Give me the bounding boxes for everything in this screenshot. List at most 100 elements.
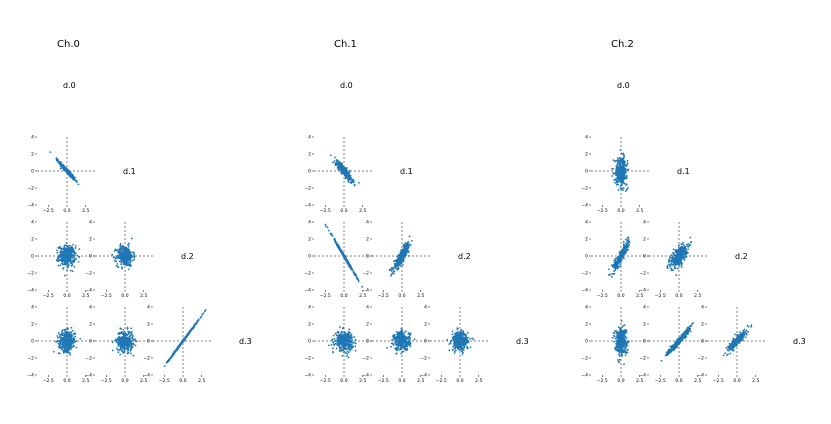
data-point [113, 260, 116, 262]
data-point [338, 339, 340, 342]
data-point [130, 327, 133, 330]
x-tick-label: −2.5 [101, 378, 112, 384]
data-point [343, 330, 346, 333]
data-point [64, 330, 67, 333]
data-point [181, 340, 184, 343]
data-point [57, 264, 60, 267]
data-point [67, 347, 70, 350]
data-point [622, 170, 624, 173]
data-point [616, 164, 619, 166]
data-point [401, 345, 404, 347]
y-tick-label: −4 [581, 203, 588, 209]
data-point [67, 266, 69, 269]
x-tick-label: 0.0 [340, 378, 347, 384]
data-point [332, 351, 335, 354]
y-tick-label: 0 [147, 339, 150, 345]
data-point [59, 264, 62, 267]
data-point [450, 339, 453, 342]
data-point [70, 346, 73, 349]
data-point [69, 269, 72, 272]
data-point [71, 247, 74, 249]
x-tick-label: −2.5 [43, 378, 54, 384]
data-point [132, 335, 134, 337]
data-point [335, 159, 338, 162]
data-point [66, 172, 69, 175]
data-point [117, 351, 120, 354]
data-point [335, 334, 338, 337]
data-point [132, 354, 135, 357]
x-tick-label: 0.0 [617, 208, 624, 214]
data-point [58, 352, 61, 355]
y-tick-label: 2 [89, 322, 92, 328]
data-point [69, 174, 72, 177]
data-point [68, 339, 71, 342]
data-point [611, 175, 614, 177]
x-tick-label: −2.5 [43, 293, 54, 299]
data-point [122, 249, 125, 251]
data-point [400, 255, 403, 258]
data-point [340, 172, 343, 175]
data-point [127, 245, 130, 248]
data-point [622, 187, 625, 189]
data-point [75, 257, 77, 260]
data-point [59, 251, 62, 254]
scatter-points [163, 309, 207, 367]
data-point [116, 341, 118, 344]
data-point [330, 343, 333, 346]
data-point [622, 181, 625, 184]
y-tick-label: −4 [304, 373, 311, 379]
data-point [393, 336, 395, 339]
data-point [64, 328, 67, 331]
data-point [344, 348, 347, 351]
data-point [120, 346, 123, 349]
data-point [403, 251, 405, 254]
data-point [627, 187, 629, 189]
data-point [337, 336, 340, 339]
scatter-points [49, 151, 80, 186]
data-point [350, 337, 353, 340]
data-point [117, 257, 120, 260]
data-point [472, 338, 475, 341]
data-point [61, 167, 64, 170]
data-point [620, 165, 623, 168]
x-tick-label: 0.0 [121, 378, 128, 384]
data-point [618, 178, 621, 180]
x-tick-label: −2.5 [597, 208, 608, 214]
y-tick-label: 2 [366, 237, 369, 243]
data-point [69, 244, 71, 247]
y-tick-label: 0 [308, 169, 311, 175]
data-point [466, 331, 469, 334]
data-point [403, 340, 406, 343]
x-tick-label: −2.5 [159, 378, 170, 384]
data-point [124, 261, 126, 264]
data-point [349, 332, 352, 334]
data-point [342, 167, 345, 170]
y-tick-label: −2 [304, 186, 311, 192]
data-point [404, 242, 407, 244]
data-point [115, 249, 118, 252]
data-point [78, 256, 80, 258]
data-point [400, 341, 403, 344]
data-point [58, 336, 61, 338]
data-point [340, 346, 343, 349]
data-point [405, 336, 408, 339]
y-tick-label: −4 [304, 203, 311, 209]
data-point [130, 352, 132, 355]
y-tick-label: −2 [304, 271, 311, 277]
data-point [61, 345, 64, 348]
data-point [61, 247, 63, 250]
data-point [402, 244, 405, 246]
y-tick-label: −2 [27, 186, 34, 192]
data-point [59, 334, 62, 337]
data-point [129, 338, 132, 340]
data-point [616, 166, 618, 169]
data-point [615, 170, 617, 173]
data-point [340, 332, 342, 335]
data-point [72, 177, 75, 179]
scatter-points [111, 237, 136, 271]
data-point [68, 171, 71, 173]
data-point [460, 329, 463, 331]
data-point [390, 274, 392, 277]
